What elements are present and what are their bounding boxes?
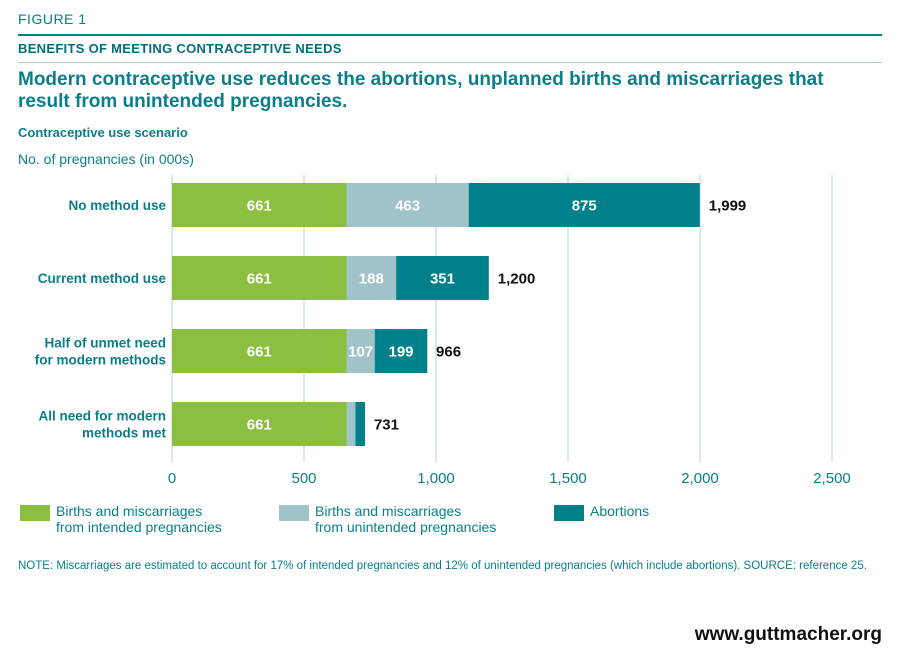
bar-segment-2-2 xyxy=(374,329,428,373)
segment-label-1-2: 351 xyxy=(430,271,455,288)
bar-segment-3-0 xyxy=(172,402,347,446)
bar-segment-2-0 xyxy=(172,329,347,373)
bar-segment-0-0 xyxy=(172,183,347,227)
segment-label-0-2: 875 xyxy=(572,198,597,215)
value-axis-title: No. of pregnancies (in 000s) xyxy=(18,151,194,167)
bar-segment-0-1 xyxy=(346,183,469,227)
legend-label-intended: Births and miscarriages from intended pr… xyxy=(56,503,222,535)
bar-segment-3-2 xyxy=(355,402,365,446)
legend-item-abortions: Abortions xyxy=(554,503,649,521)
category-label-2: Half of unmet need for modern methods xyxy=(35,336,166,368)
figure-label: FIGURE 1 xyxy=(18,11,87,27)
segment-label-2-2: 199 xyxy=(389,344,414,361)
chart-note: NOTE: Miscarriages are estimated to acco… xyxy=(18,560,867,572)
legend-label-unintended: Births and miscarriages from unintended … xyxy=(315,503,497,535)
bar-segment-1-1 xyxy=(346,256,397,300)
header-divider xyxy=(18,62,882,63)
segment-label-1-1: 188 xyxy=(359,271,384,288)
tick-label-4: 2,000 xyxy=(681,470,719,487)
total-label-2: 966 xyxy=(436,344,461,361)
bar-segment-1-2 xyxy=(396,256,489,300)
category-label-0: No method use xyxy=(68,198,166,213)
legend-label-abortions: Abortions xyxy=(590,503,650,519)
legend-item-unintended: Births and miscarriages from unintended … xyxy=(279,503,496,535)
legend-swatch-intended xyxy=(20,505,50,521)
bar-segment-0-2 xyxy=(468,183,700,227)
bar-segment-2-1 xyxy=(346,329,375,373)
segment-label-3-0: 661 xyxy=(247,417,272,434)
category-label-line: All need for modern xyxy=(38,409,166,424)
category-label-line: Current method use xyxy=(38,271,167,286)
total-label-1: 1,200 xyxy=(498,271,536,288)
category-label-line: No method use xyxy=(68,198,166,213)
segment-label-0-1: 463 xyxy=(395,198,420,215)
chart-headline: Modern contraceptive use reduces the abo… xyxy=(18,69,824,112)
category-label-line: for modern methods xyxy=(35,353,166,368)
legend-swatch-abortions xyxy=(554,505,584,521)
category-label-3: All need for modern methods met xyxy=(38,409,166,441)
category-label-1: Current method use xyxy=(38,271,167,286)
bar-segment-3-1 xyxy=(346,402,356,446)
category-axis-title: Contraceptive use scenario xyxy=(18,125,188,140)
legend-swatch-unintended xyxy=(279,505,309,521)
tick-label-2: 1,000 xyxy=(417,470,455,487)
segment-label-1-0: 661 xyxy=(247,271,272,288)
bar-segment-1-0 xyxy=(172,256,347,300)
segment-label-2-1: 107 xyxy=(348,344,373,361)
tick-label-1: 500 xyxy=(291,470,316,487)
tick-label-5: 2,500 xyxy=(813,470,851,487)
tick-label-3: 1,500 xyxy=(549,470,587,487)
source-url: www.guttmacher.org xyxy=(694,624,882,645)
category-label-line: Half of unmet need xyxy=(44,336,166,351)
section-title: BENEFITS OF MEETING CONTRACEPTIVE NEEDS xyxy=(18,41,342,56)
header-rule xyxy=(18,34,882,36)
legend-item-intended: Births and miscarriages from intended pr… xyxy=(20,503,222,535)
total-label-3: 731 xyxy=(374,417,399,434)
segment-label-0-0: 661 xyxy=(247,198,272,215)
category-label-line: methods met xyxy=(82,426,167,441)
tick-label-0: 0 xyxy=(168,470,176,487)
stacked-bar-chart: 0 500 1,000 1,500 2,000 2,500 661 463 875 1,999 No… xyxy=(35,175,851,487)
segment-label-2-0: 661 xyxy=(247,344,272,361)
total-label-0: 1,999 xyxy=(709,198,747,215)
